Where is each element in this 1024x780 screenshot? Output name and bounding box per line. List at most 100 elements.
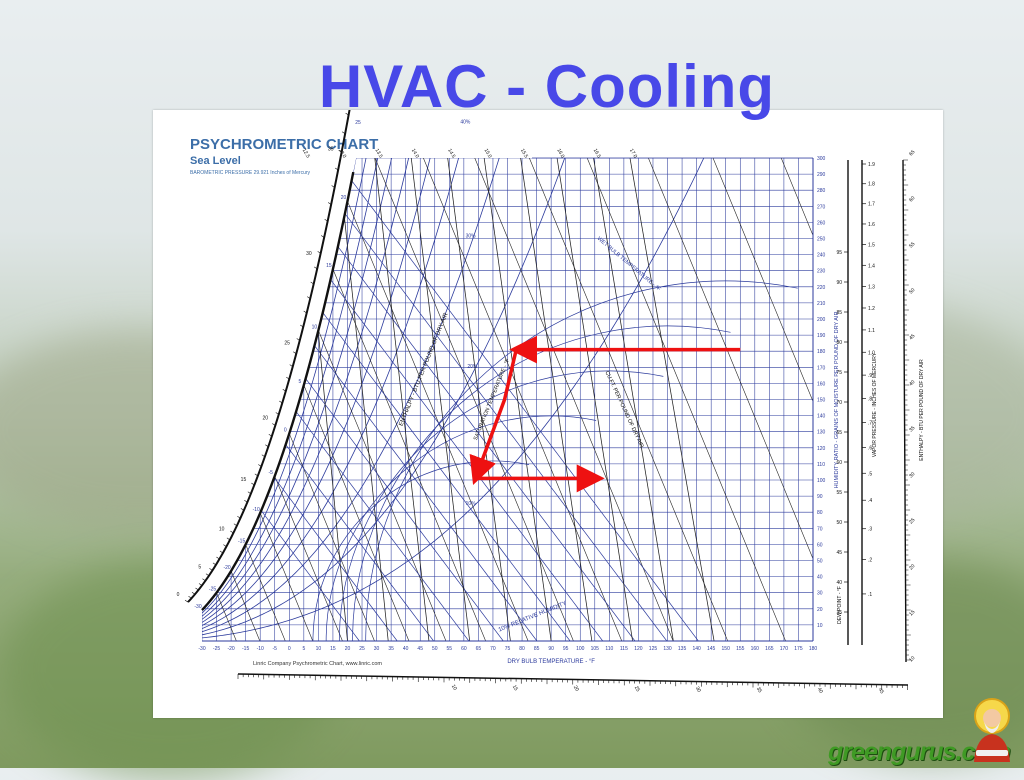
x-tick-label: 115 xyxy=(620,646,628,652)
dew-point-label: 80 xyxy=(836,340,842,346)
y-tick-label: 300 xyxy=(817,156,826,162)
enthalpy-scale-tick xyxy=(198,583,203,586)
specific-volume-label: 14.0 xyxy=(410,148,420,160)
enthalpy-scale-tick xyxy=(268,434,272,437)
specific-volume-label: 16.0 xyxy=(555,148,565,160)
bottom-enthalpy-label: 15 xyxy=(511,684,519,692)
y-tick-label: 160 xyxy=(817,381,826,387)
bottom-enthalpy-scale-line xyxy=(237,673,909,686)
x-tick-label: 50 xyxy=(432,646,438,652)
specific-volume-line xyxy=(409,158,471,641)
x-tick-label: 85 xyxy=(534,646,540,652)
dew-point-label: 55 xyxy=(836,490,842,496)
saturation-temp-label: 0 xyxy=(284,428,287,434)
specific-volume-label: 15.5 xyxy=(519,148,529,160)
enthalpy-scale-tick xyxy=(289,364,293,367)
enthalpy-scale-tick xyxy=(254,473,258,477)
x-tick-label: 175 xyxy=(794,646,803,652)
bottom-enthalpy-label: 30 xyxy=(694,686,702,694)
enthalpy-scale-label: 20 xyxy=(263,416,269,422)
bottom-enthalpy-label: 35 xyxy=(755,686,763,694)
enthalpy-scale-tick xyxy=(317,251,321,254)
saturation-temp-label: -20 xyxy=(223,565,230,571)
wet-bulb-line xyxy=(376,158,623,641)
vapor-pressure-label: .6 xyxy=(868,445,872,451)
wet-bulb-line xyxy=(303,384,410,641)
x-tick-label: 55 xyxy=(447,646,453,652)
right-enthalpy-axis-label: ENTHALPY - BTU PER POUND OF DRY AIR xyxy=(919,359,925,461)
relative-humidity-curve xyxy=(202,158,718,639)
dew-point-label: 40 xyxy=(836,580,842,586)
enthalpy-scale-tick xyxy=(279,400,283,404)
right-enthalpy-label: 60 xyxy=(908,195,916,203)
enthalpy-scale-tick xyxy=(275,412,279,415)
right-enthalpy-label: 10 xyxy=(908,655,916,663)
x-tick-label: 110 xyxy=(605,646,613,652)
x-tick-label: 40 xyxy=(403,646,409,652)
saturation-temp-label: -15 xyxy=(238,538,245,544)
enthalpy-scale-tick xyxy=(327,202,332,205)
x-axis-label: DRY BULB TEMPERATURE - °F xyxy=(507,659,595,665)
x-tick-label: 100 xyxy=(576,646,585,652)
x-tick-label: -5 xyxy=(273,646,278,652)
wet-bulb-line xyxy=(347,201,529,641)
enthalpy-line xyxy=(344,213,668,641)
enthalpy-scale-tick xyxy=(216,556,220,560)
process-dehumidify-arrow xyxy=(469,349,518,485)
wet-bulb-arc xyxy=(312,460,530,641)
specific-volume-line xyxy=(373,158,430,641)
enthalpy-scale-tick xyxy=(219,550,224,554)
wet-bulb-line xyxy=(390,158,674,641)
enthalpy-scale-tick xyxy=(188,596,192,599)
y-tick-label: 240 xyxy=(817,253,826,259)
specific-volume-label: 13.0 xyxy=(337,148,347,160)
chart-title: PSYCHROMETRIC CHART xyxy=(190,136,379,153)
x-tick-label: 150 xyxy=(722,646,731,652)
enthalpy-scale-tick xyxy=(195,587,199,591)
vapor-pressure-label: .4 xyxy=(868,498,872,504)
x-tick-label: 45 xyxy=(417,646,423,652)
chart-credit: Linric Company Psychrometric Chart, www.… xyxy=(253,661,382,667)
relative-humidity-curve xyxy=(202,158,575,636)
enthalpy-scale-tick xyxy=(314,266,318,270)
y-tick-label: 20 xyxy=(817,607,823,613)
wet-bulb-line xyxy=(289,433,375,641)
vapor-pressure-label: 1.3 xyxy=(868,284,875,290)
enthalpy-scale-tick xyxy=(230,530,234,534)
x-tick-label: 95 xyxy=(563,646,569,652)
y-tick-label: 70 xyxy=(817,526,823,532)
y-tick-label: 150 xyxy=(817,398,826,404)
saturation-temp-label: -25 xyxy=(209,587,216,593)
dew-point-label: 45 xyxy=(836,550,842,556)
wet-bulb-line xyxy=(230,570,261,641)
relative-humidity-curve xyxy=(202,158,415,623)
vapor-pressure-label: 1.0 xyxy=(868,350,875,356)
x-tick-label: 30 xyxy=(374,646,380,652)
specific-volume-label: 13.5 xyxy=(373,148,383,160)
y-tick-label: 60 xyxy=(817,542,823,548)
x-tick-label: -15 xyxy=(242,646,249,652)
specific-volume-label: 14.5 xyxy=(446,148,456,160)
enthalpy-line xyxy=(322,312,571,641)
dew-point-label: 90 xyxy=(836,280,842,286)
relative-humidity-curve xyxy=(202,158,398,620)
x-tick-label: 140 xyxy=(692,646,701,652)
enthalpy-line xyxy=(285,444,434,641)
vapor-pressure-axis-label: VAPOR PRESSURE - INCHES OF MERCURY xyxy=(872,352,878,457)
x-tick-label: 80 xyxy=(519,646,525,652)
y-tick-label: 180 xyxy=(817,349,826,355)
rh-curve-label: 10% RELATIVE HUMIDITY xyxy=(498,601,568,634)
right-enthalpy-label: 45 xyxy=(908,333,916,341)
enthalpy-scale-tick xyxy=(331,185,335,188)
wet-bulb-line xyxy=(405,158,728,641)
enthalpy-scale-tick xyxy=(223,544,227,547)
wet-bulb-arc xyxy=(365,280,798,641)
x-tick-label: 5 xyxy=(302,646,305,652)
saturation-temp-label: -5 xyxy=(269,470,274,476)
bottom-enthalpy-label: 40 xyxy=(816,687,824,695)
enthalpy-scale-tick xyxy=(191,592,196,595)
x-tick-label: 10 xyxy=(316,646,322,652)
specific-volume-line xyxy=(555,158,633,641)
relative-humidity-label: 30% xyxy=(466,234,477,240)
right-enthalpy-label: 50 xyxy=(908,287,916,295)
